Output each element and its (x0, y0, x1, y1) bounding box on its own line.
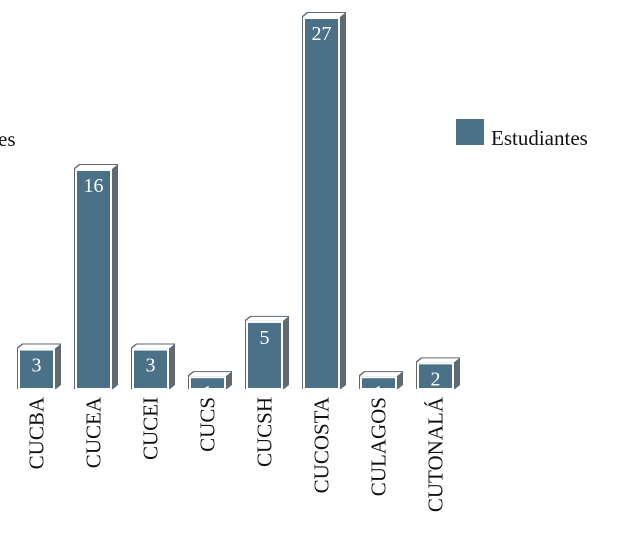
bar-group-cutonalá (416, 357, 460, 390)
bar (417, 362, 454, 390)
x-tick-label: CUCOSTA (310, 396, 334, 493)
legend: Estudiantes (454, 117, 588, 150)
data-label: 3 (146, 355, 156, 377)
partial-axis-text: es (0, 127, 16, 151)
bar-group-cucs (188, 371, 232, 390)
x-tick-label: CUCEA (82, 396, 106, 468)
bar-top-highlight (417, 358, 459, 363)
bar-group-cucsh (245, 315, 289, 391)
bar-top-highlight (189, 372, 231, 377)
bar (75, 168, 112, 390)
x-tick-label: CULAGOS (367, 397, 391, 496)
labels-layer: 3CUCBA16CUCEA3CUCEI1CUCS5CUCSH27CUCOSTA1… (25, 23, 448, 512)
bar (189, 376, 226, 390)
bar-group-cucei (131, 343, 175, 390)
bar-group-cucba (17, 343, 61, 390)
bar-top-highlight (18, 344, 60, 349)
data-label: 1 (203, 382, 213, 404)
bar-top-highlight (75, 164, 117, 169)
data-label: 1 (374, 382, 384, 404)
bar (360, 376, 397, 390)
x-tick-label: CUCSH (253, 397, 277, 467)
x-tick-label: CUCEI (139, 397, 163, 460)
legend-swatch (454, 117, 486, 147)
data-label: 3 (32, 355, 42, 377)
bar-top-highlight (132, 344, 174, 349)
bar-top-highlight (360, 372, 402, 377)
bar-group-culagos (359, 371, 403, 390)
x-tick-label: CUTONALÁ (424, 396, 448, 512)
bar-group-cucea (74, 163, 118, 390)
x-tick-label: CUCS (196, 397, 220, 452)
bar-top-highlight (303, 13, 345, 17)
data-label: 16 (84, 175, 104, 197)
data-label: 5 (260, 327, 270, 349)
bar (132, 348, 169, 390)
x-tick-label: CUCBA (25, 396, 49, 469)
legend-label: Estudiantes (491, 126, 588, 150)
bars-layer (17, 12, 460, 391)
bar (18, 348, 55, 390)
data-label: 2 (431, 368, 441, 390)
data-label: 27 (312, 23, 332, 45)
bar-group-cucosta (302, 12, 346, 390)
bar (246, 320, 283, 391)
bar-top-highlight (246, 316, 288, 321)
bar (303, 17, 340, 390)
